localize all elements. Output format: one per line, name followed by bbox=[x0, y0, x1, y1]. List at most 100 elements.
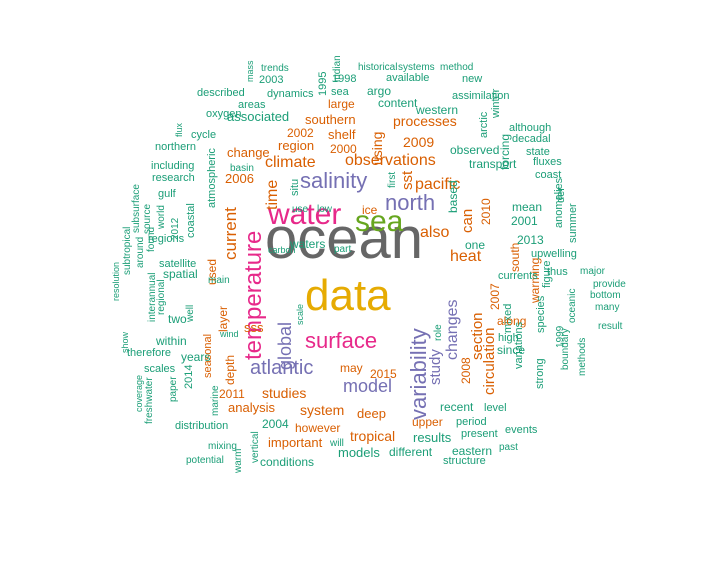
cloud-word: sea bbox=[355, 205, 404, 239]
cloud-word: flux bbox=[174, 122, 184, 137]
cloud-word: 2012 bbox=[170, 217, 181, 240]
cloud-word: level bbox=[484, 401, 507, 414]
cloud-word: 2015 bbox=[370, 367, 397, 382]
cloud-word: research bbox=[152, 171, 195, 184]
cloud-word: water bbox=[268, 198, 342, 232]
cloud-word: marine bbox=[210, 385, 221, 416]
cloud-word: freshwater bbox=[144, 377, 155, 424]
cloud-word: will bbox=[330, 437, 344, 449]
cloud-word: potential bbox=[186, 454, 224, 466]
cloud-word: may bbox=[340, 361, 363, 376]
cloud-word: however bbox=[295, 421, 341, 436]
cloud-word: 2007 bbox=[488, 283, 502, 310]
cloud-word: shelf bbox=[328, 127, 356, 143]
cloud-word: including bbox=[151, 159, 195, 172]
cloud-word: many bbox=[595, 301, 620, 313]
cloud-word: data bbox=[305, 270, 391, 320]
cloud-word: paper bbox=[168, 376, 179, 402]
cloud-word: state bbox=[526, 145, 550, 158]
cloud-word: 2011 bbox=[219, 387, 245, 402]
cloud-word: 1995 bbox=[317, 71, 329, 96]
cloud-word: high bbox=[498, 331, 519, 344]
cloud-word: low bbox=[317, 203, 333, 215]
cloud-word: associated bbox=[227, 109, 290, 125]
cloud-word: fluxes bbox=[533, 155, 562, 168]
cloud-word: 2014 bbox=[183, 364, 195, 389]
cloud-word: important bbox=[268, 435, 323, 451]
cloud-word: 2004 bbox=[262, 417, 289, 432]
cloud-word: historical bbox=[358, 61, 398, 73]
cloud-word: based bbox=[446, 180, 460, 213]
cloud-word: method bbox=[440, 61, 474, 73]
cloud-word: northern bbox=[155, 140, 196, 153]
cloud-word: southern bbox=[305, 112, 356, 128]
cloud-word: 2002 bbox=[287, 126, 314, 141]
cloud-word: subsurface bbox=[131, 184, 142, 233]
cloud-word: different bbox=[389, 445, 433, 460]
cloud-word: north bbox=[385, 189, 436, 215]
cloud-word: depth bbox=[223, 354, 237, 385]
cloud-word: salinity bbox=[300, 167, 368, 193]
cloud-word: 1999 bbox=[555, 325, 566, 348]
cloud-word: deep bbox=[357, 406, 386, 422]
cloud-word: along bbox=[497, 314, 527, 329]
cloud-word: sss bbox=[244, 320, 264, 336]
cloud-word: dynamics bbox=[267, 87, 314, 100]
cloud-word: gulf bbox=[158, 187, 176, 200]
cloud-word: around bbox=[135, 236, 146, 268]
cloud-word: bottom bbox=[590, 289, 621, 301]
cloud-word: tropical bbox=[350, 427, 396, 444]
cloud-word: current bbox=[221, 207, 240, 260]
cloud-word: arctic bbox=[478, 111, 490, 138]
cloud-word: 1998 bbox=[332, 72, 357, 85]
cloud-word: sea bbox=[331, 85, 349, 98]
cloud-word: models bbox=[338, 445, 380, 461]
cloud-word: waters bbox=[290, 237, 326, 252]
cloud-word: role bbox=[433, 324, 444, 341]
cloud-word: years bbox=[181, 350, 211, 365]
cloud-word: well bbox=[185, 304, 196, 322]
cloud-word: basin bbox=[230, 162, 254, 174]
cloud-word: summer bbox=[567, 203, 579, 243]
cloud-word: pacific bbox=[415, 175, 461, 193]
cloud-word: observed bbox=[450, 143, 500, 158]
cloud-word: 2000 bbox=[330, 142, 357, 157]
cloud-word: strong bbox=[534, 358, 546, 389]
cloud-word: sst bbox=[399, 170, 416, 190]
cloud-word: changes bbox=[444, 299, 461, 361]
cloud-word: provide bbox=[593, 278, 626, 290]
cloud-word: forcing bbox=[498, 133, 512, 170]
cloud-word: argo bbox=[367, 84, 392, 99]
cloud-word: result bbox=[598, 320, 623, 332]
cloud-word: upper bbox=[412, 415, 443, 430]
cloud-word: atmospheric bbox=[206, 148, 218, 208]
cloud-word: 2009 bbox=[403, 133, 435, 150]
cloud-word: content bbox=[378, 96, 418, 111]
cloud-word: study bbox=[427, 349, 444, 385]
cloud-word: 2001 bbox=[511, 214, 538, 229]
cloud-word: temperature bbox=[240, 230, 267, 360]
cloud-word: available bbox=[386, 71, 430, 84]
cloud-word: systems bbox=[398, 61, 435, 73]
cloud-word: large bbox=[328, 97, 355, 112]
cloud-word: described bbox=[197, 86, 245, 99]
cloud-word: der bbox=[555, 187, 567, 203]
cloud-word: 2006 bbox=[225, 171, 254, 187]
cloud-word: observations bbox=[345, 151, 436, 169]
cloud-word: 2010 bbox=[479, 198, 493, 225]
cloud-word: time bbox=[264, 179, 281, 210]
cloud-word: change bbox=[227, 145, 270, 161]
cloud-word: use bbox=[292, 203, 309, 215]
cloud-word: spatial bbox=[163, 267, 198, 282]
cloud-word: mass bbox=[245, 60, 255, 82]
cloud-word: 2008 bbox=[459, 357, 473, 384]
cloud-word: using bbox=[369, 131, 385, 165]
cloud-word: system bbox=[300, 401, 345, 418]
cloud-word: cycle bbox=[191, 128, 217, 141]
cloud-word: regions bbox=[148, 232, 185, 245]
cloud-word: decadal bbox=[512, 132, 551, 145]
cloud-word: world bbox=[156, 205, 167, 229]
cloud-word: recent bbox=[440, 400, 474, 415]
cloud-word: eastern bbox=[452, 444, 493, 459]
